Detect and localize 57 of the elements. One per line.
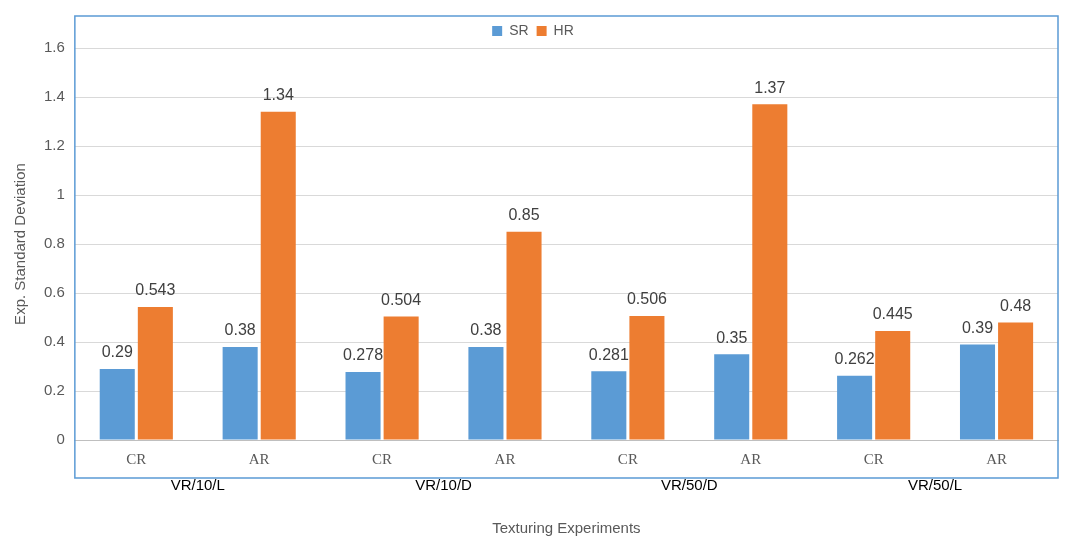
text: VR/50/L (908, 475, 963, 493)
legend-label: HR (553, 21, 574, 38)
bar (837, 375, 873, 440)
bar (468, 346, 504, 440)
y-tick-label: 0 (56, 430, 65, 448)
x-tick-label: AR (494, 450, 516, 467)
y-tick-label: 0.6 (43, 283, 65, 301)
data-label: 0.506 (626, 290, 668, 308)
y-axis-title: Exp. Standard Deviation (11, 163, 29, 325)
data-label: 1.34 (262, 86, 294, 104)
data-label: 0.39 (961, 318, 994, 336)
y-tick-label: 1.4 (43, 87, 65, 105)
bar (752, 104, 788, 440)
y-tick-label: 1.6 (43, 38, 65, 56)
y-tick-label: 0.4 (43, 332, 65, 350)
x-tick-label: CR (126, 450, 147, 467)
y-tick-label: 0.2 (43, 381, 65, 399)
bar (260, 111, 296, 440)
data-label: 0.262 (834, 350, 875, 368)
bar (998, 322, 1034, 440)
bar (99, 368, 135, 440)
data-label: 0.35 (716, 328, 748, 346)
y-tick-label: 0.8 (43, 234, 65, 252)
bar (506, 231, 542, 440)
bar (591, 371, 627, 440)
data-label: 0.543 (135, 281, 176, 299)
data-label: 0.38 (224, 321, 256, 339)
text: VR/10/D (415, 475, 473, 493)
data-label: 0.38 (470, 321, 502, 339)
x-tick-label: AR (248, 450, 270, 467)
bar (875, 330, 911, 440)
data-label: 0.29 (101, 343, 133, 361)
bar (345, 371, 381, 440)
x-tick-label: AR (740, 450, 762, 467)
data-label: 0.85 (508, 206, 540, 224)
x-tick-label: AR (986, 450, 1007, 467)
bar (137, 306, 173, 440)
y-tick-label: 1.2 (43, 136, 65, 154)
bar (222, 346, 258, 440)
x-tick-label: CR (372, 450, 393, 467)
data-label: 1.37 (754, 78, 786, 96)
bar (959, 344, 996, 440)
text: VR/50/D (660, 475, 718, 493)
bar (383, 316, 419, 440)
data-label: 0.445 (872, 305, 913, 323)
legend-label: SR (509, 21, 529, 38)
x-tick-label: CR (863, 450, 884, 467)
x-tick-label: CR (617, 450, 638, 467)
x-axis-title: Texturing Experiments (492, 519, 641, 537)
data-label: 0.281 (588, 345, 629, 363)
data-label: 0.504 (381, 290, 422, 308)
bar (714, 354, 750, 440)
bar (629, 316, 665, 440)
y-tick-label: 1 (56, 185, 65, 203)
data-label: 0.48 (1000, 296, 1032, 314)
text: VR/10/L (170, 475, 225, 493)
data-label: 0.278 (343, 346, 384, 364)
